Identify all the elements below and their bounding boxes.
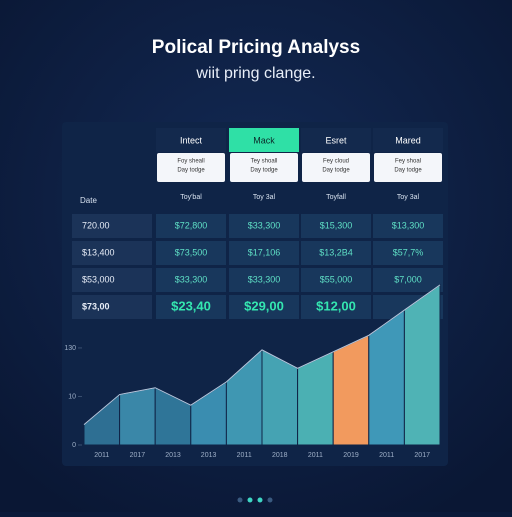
page-dot[interactable] [257, 497, 263, 503]
cell-bg [229, 268, 299, 292]
column-header [156, 128, 226, 152]
cell: $73,00 [82, 301, 110, 311]
row-bg [72, 268, 152, 292]
card-text: Tey shoall [251, 159, 278, 165]
row-bg [72, 241, 152, 265]
cell-bg [229, 241, 299, 265]
row-bg [72, 214, 152, 238]
x-tick-label: 2011 [308, 452, 323, 459]
cell: $53,000 [82, 274, 115, 284]
cell: $13,2B4 [319, 247, 353, 257]
cell: $33,300 [248, 274, 281, 284]
cell: 720.00 [82, 220, 110, 230]
cell-bg [229, 214, 299, 238]
subheader: Toy 3al [397, 194, 420, 201]
cell-bg [301, 214, 371, 238]
cell-bg [229, 295, 299, 319]
row-header: Date [80, 196, 97, 205]
card-text: Day todge [322, 168, 350, 174]
subheader: Toy 3al [253, 194, 276, 201]
cell: $15,300 [320, 220, 353, 230]
cell-bg [156, 214, 226, 238]
cell: $73,500 [175, 247, 208, 257]
card-text: Fey cloud [323, 159, 349, 165]
column-header-label: Intect [180, 135, 203, 145]
x-tick-label: 2011 [379, 452, 394, 459]
card [157, 153, 225, 182]
cell: $29,00 [244, 298, 284, 313]
title: Polical Pricing Analyss [152, 37, 360, 58]
card-text: Fey shoal [395, 159, 421, 165]
cell: $17,106 [248, 247, 281, 257]
cell-bg [373, 241, 443, 265]
cell: $7,000 [394, 274, 422, 284]
column-header [301, 128, 371, 152]
x-tick-label: 2018 [272, 452, 288, 459]
y-tick-label: 130 [64, 345, 76, 352]
page-dot[interactable] [237, 497, 243, 503]
y-tick-label: 10 [68, 393, 76, 400]
card [374, 153, 442, 182]
chart: 0 10 130 2011 2017 2013 2013 2011 2018 2011 2019 20… [64, 283, 441, 459]
card-text: Day todge [250, 168, 278, 174]
page-dot[interactable] [247, 497, 253, 503]
x-tick-label: 2017 [414, 452, 430, 459]
x-tick-label: 2017 [130, 452, 146, 459]
cell: $55,000 [320, 274, 353, 284]
row-bg [72, 295, 152, 319]
table: Intect Foy sheall Day todge Toy'bal Mack Tey … [72, 128, 443, 319]
area-line [83, 284, 441, 425]
cell-bg [301, 268, 371, 292]
card-text: Day todge [177, 168, 205, 174]
cell: $23,40 [171, 298, 211, 313]
x-tick-label: 2019 [343, 452, 359, 459]
card-text: Day todge [394, 168, 422, 174]
cell-bg [373, 214, 443, 238]
column-header-label: Esret [325, 135, 347, 145]
card [230, 153, 298, 182]
cell: $13,400 [82, 247, 115, 257]
area-segment [119, 387, 156, 446]
cell-bg [301, 241, 371, 265]
page-dot[interactable] [267, 497, 273, 503]
x-tick-label: 2013 [165, 452, 181, 459]
subheader: Toy'bal [180, 194, 202, 201]
cell-bg [301, 295, 371, 319]
cell-bg [373, 268, 443, 292]
x-tick-label: 2011 [237, 452, 252, 459]
column-header [373, 128, 443, 152]
column-header-label: Mared [395, 135, 421, 145]
x-tick-label: 2013 [201, 452, 217, 459]
cell: $72,800 [175, 220, 208, 230]
cell-bg [156, 268, 226, 292]
cell-bg [156, 295, 226, 319]
card [302, 153, 370, 182]
area-segment [403, 283, 441, 446]
column-header-label: Mack [253, 135, 275, 145]
card-text: Foy sheall [177, 159, 204, 165]
cell: $33,300 [175, 274, 208, 284]
subtitle: wiit pring clange. [195, 65, 315, 82]
y-tick-label: 0 [72, 442, 76, 449]
subheader: Toyfall [326, 194, 346, 201]
cell: $12,00 [316, 298, 356, 313]
column-header [229, 128, 299, 152]
area-segment [332, 334, 370, 446]
cell-bg [156, 241, 226, 265]
cell: $57,7% [393, 247, 424, 257]
x-tick-label: 2011 [94, 452, 109, 459]
cell: $13,300 [392, 220, 425, 230]
cell: $33,300 [248, 220, 281, 230]
